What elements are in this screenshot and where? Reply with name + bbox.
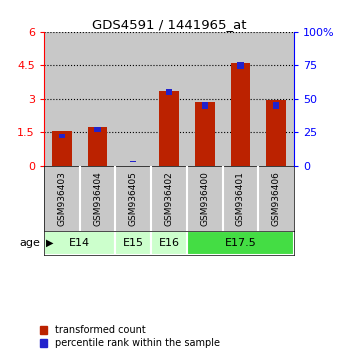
- Legend: transformed count, percentile rank within the sample: transformed count, percentile rank withi…: [39, 324, 221, 349]
- Bar: [115, 166, 151, 231]
- Text: E17.5: E17.5: [224, 238, 256, 248]
- Bar: [151, 166, 187, 231]
- Bar: [44, 32, 80, 166]
- Text: GSM936403: GSM936403: [57, 171, 66, 226]
- Bar: [130, 161, 137, 162]
- Bar: [151, 231, 187, 255]
- Title: GDS4591 / 1441965_at: GDS4591 / 1441965_at: [92, 18, 246, 31]
- Bar: [44, 166, 80, 231]
- Bar: [195, 102, 215, 166]
- Bar: [266, 100, 286, 166]
- Bar: [201, 102, 208, 109]
- Text: E16: E16: [159, 238, 179, 248]
- Bar: [94, 127, 101, 132]
- Bar: [187, 166, 223, 231]
- Text: age: age: [20, 238, 41, 248]
- Bar: [115, 32, 151, 166]
- Bar: [231, 63, 250, 166]
- Bar: [159, 91, 179, 166]
- Bar: [223, 32, 258, 166]
- Text: E15: E15: [123, 238, 144, 248]
- Text: E14: E14: [69, 238, 90, 248]
- Bar: [151, 32, 187, 166]
- Text: GSM936406: GSM936406: [272, 171, 281, 226]
- Text: GSM936401: GSM936401: [236, 171, 245, 226]
- Text: ▶: ▶: [46, 238, 53, 248]
- Bar: [166, 89, 172, 96]
- Bar: [223, 166, 258, 231]
- Text: GSM936400: GSM936400: [200, 171, 209, 226]
- Bar: [115, 231, 151, 255]
- Text: GSM936405: GSM936405: [129, 171, 138, 226]
- Bar: [258, 32, 294, 166]
- Bar: [44, 231, 115, 255]
- Text: GSM936404: GSM936404: [93, 171, 102, 226]
- Bar: [58, 134, 65, 138]
- Bar: [80, 32, 115, 166]
- Bar: [273, 102, 280, 109]
- Bar: [52, 131, 72, 166]
- Bar: [187, 32, 223, 166]
- Bar: [187, 231, 294, 255]
- Text: GSM936402: GSM936402: [165, 171, 173, 226]
- Bar: [237, 62, 244, 69]
- Bar: [258, 166, 294, 231]
- Bar: [88, 127, 107, 166]
- Bar: [80, 166, 115, 231]
